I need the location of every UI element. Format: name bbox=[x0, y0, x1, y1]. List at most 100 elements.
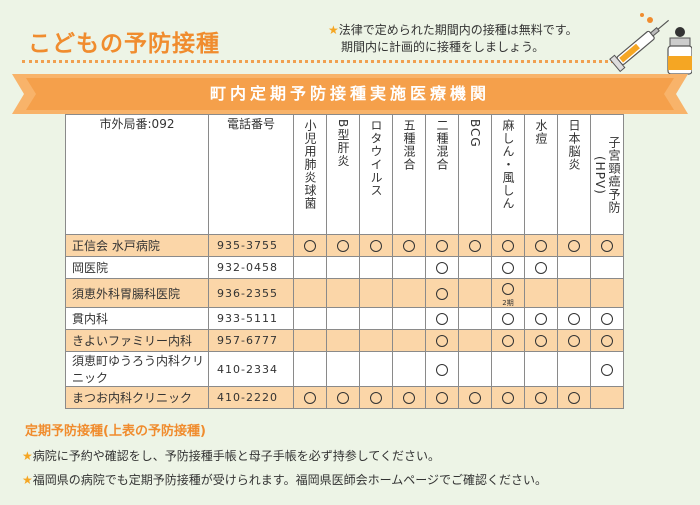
availability-cell bbox=[458, 351, 492, 387]
available-circle-icon bbox=[304, 392, 316, 404]
available-circle-icon bbox=[502, 262, 514, 274]
availability-cell bbox=[293, 307, 327, 330]
availability-cell bbox=[557, 329, 591, 352]
availability-cell bbox=[293, 386, 327, 409]
availability-cell bbox=[392, 386, 426, 409]
availability-cell bbox=[491, 256, 525, 279]
available-circle-icon bbox=[535, 335, 547, 347]
availability-cell bbox=[557, 386, 591, 409]
available-circle-icon bbox=[601, 313, 613, 325]
availability-cell bbox=[557, 256, 591, 279]
footer-line: ★病院に予約や確認をし、予防接種手帳と母子手帳を必ず持参してください。 bbox=[22, 447, 440, 464]
available-circle-icon bbox=[403, 392, 415, 404]
available-circle-icon bbox=[568, 313, 580, 325]
vaccine-header: B型肝炎 bbox=[326, 114, 360, 235]
clinic-phone: 933-5111 bbox=[208, 307, 294, 330]
clinic-row: 貫内科 933-5111 bbox=[65, 307, 624, 330]
clinic-row: きよいファミリー内科 957-6777 bbox=[65, 329, 624, 352]
availability-cell bbox=[392, 351, 426, 387]
available-circle-icon bbox=[568, 240, 580, 252]
clinic-phone: 410-2220 bbox=[208, 386, 294, 409]
available-circle-icon bbox=[370, 240, 382, 252]
available-circle-icon bbox=[535, 392, 547, 404]
clinic-name: きよいファミリー内科 bbox=[65, 329, 209, 352]
clinic-name: まつお内科クリニック bbox=[65, 386, 209, 409]
page-title: こどもの予防接種 bbox=[28, 31, 220, 57]
availability-cell bbox=[359, 351, 393, 387]
available-circle-icon bbox=[436, 363, 448, 376]
available-circle-icon bbox=[436, 287, 448, 300]
availability-cell bbox=[293, 278, 327, 308]
availability-cell bbox=[491, 329, 525, 352]
availability-cell bbox=[359, 386, 393, 409]
vaccine-header: 小児用肺炎球菌 bbox=[293, 114, 327, 235]
available-circle-icon bbox=[601, 335, 613, 347]
availability-cell bbox=[491, 386, 525, 409]
availability-cell bbox=[458, 329, 492, 352]
footer-line-text: 福岡県の病院でも定期予防接種が受けられます。福岡県医師会ホームページでご確認くだ… bbox=[32, 473, 547, 487]
available-circle-icon bbox=[568, 335, 580, 347]
availability-cell: 2期 bbox=[491, 278, 525, 308]
phone-header: 電話番号 bbox=[208, 114, 294, 235]
availability-cell bbox=[326, 386, 360, 409]
vaccine-header: 五種混合 bbox=[392, 114, 426, 235]
availability-cell bbox=[524, 329, 558, 352]
available-circle-icon bbox=[436, 240, 448, 252]
availability-cell bbox=[590, 329, 624, 352]
available-circle-icon bbox=[469, 392, 481, 404]
vaccine-label: B型肝炎 bbox=[336, 119, 350, 168]
star-icon: ★ bbox=[22, 473, 33, 487]
availability-cell bbox=[524, 307, 558, 330]
availability-cell bbox=[392, 278, 426, 308]
availability-cell bbox=[590, 256, 624, 279]
footer-line-text: 病院に予約や確認をし、予防接種手帳と母子手帳を必ず持参してください。 bbox=[32, 449, 441, 463]
dose-note: 2期 bbox=[502, 299, 514, 307]
availability-cell bbox=[557, 278, 591, 308]
available-circle-icon bbox=[502, 240, 514, 252]
available-circle-icon bbox=[403, 240, 415, 252]
availability-cell bbox=[590, 351, 624, 387]
section-banner: 町内定期予防接種実施医療機関 bbox=[12, 74, 688, 114]
availability-cell bbox=[524, 256, 558, 279]
available-circle-icon bbox=[601, 363, 613, 376]
clinic-name: 須恵町ゆうろう内科クリニック bbox=[65, 351, 209, 387]
clinic-row: まつお内科クリニック 410-2220 bbox=[65, 386, 624, 409]
availability-cell bbox=[293, 329, 327, 352]
area-code-header: 市外局番:092 bbox=[65, 114, 209, 235]
vaccine-header: 二種混合 bbox=[425, 114, 459, 235]
clinic-phone: 935-3755 bbox=[208, 234, 294, 257]
availability-cell bbox=[425, 351, 459, 387]
clinic-name: 正信会 水戸病院 bbox=[65, 234, 209, 257]
availability-cell bbox=[590, 278, 624, 308]
available-circle-icon bbox=[502, 392, 514, 404]
available-circle-icon bbox=[436, 262, 448, 274]
banner-ribbon bbox=[12, 74, 688, 114]
availability-cell bbox=[425, 329, 459, 352]
vaccine-header: ロタウイルス bbox=[359, 114, 393, 235]
availability-cell bbox=[392, 234, 426, 257]
available-circle-icon bbox=[304, 240, 316, 252]
vaccine-header: 日本脳炎 bbox=[557, 114, 591, 235]
availability-cell bbox=[458, 386, 492, 409]
availability-cell bbox=[326, 278, 360, 308]
availability-cell bbox=[293, 234, 327, 257]
free-notice: ★法律で定められた期間内の接種は無料です。 期間内に計画的に接種をしましょう。 bbox=[328, 22, 578, 56]
dotted-divider bbox=[22, 60, 614, 63]
availability-cell bbox=[590, 307, 624, 330]
vaccine-label: 麻しん・風しん bbox=[501, 119, 515, 210]
vaccine-label: ロタウイルス bbox=[369, 119, 383, 197]
availability-cell bbox=[425, 256, 459, 279]
availability-cell bbox=[326, 351, 360, 387]
availability-cell bbox=[392, 329, 426, 352]
availability-cell bbox=[359, 256, 393, 279]
clinic-phone: 957-6777 bbox=[208, 329, 294, 352]
clinic-phone: 410-2334 bbox=[208, 351, 294, 387]
clinic-name: 貫内科 bbox=[65, 307, 209, 330]
availability-cell bbox=[524, 278, 558, 308]
clinic-name: 岡医院 bbox=[65, 256, 209, 279]
available-circle-icon bbox=[502, 313, 514, 325]
availability-cell bbox=[491, 351, 525, 387]
vaccine-label: 二種混合 bbox=[435, 119, 449, 171]
available-circle-icon bbox=[535, 313, 547, 325]
vaccine-label: BCG bbox=[468, 119, 482, 148]
